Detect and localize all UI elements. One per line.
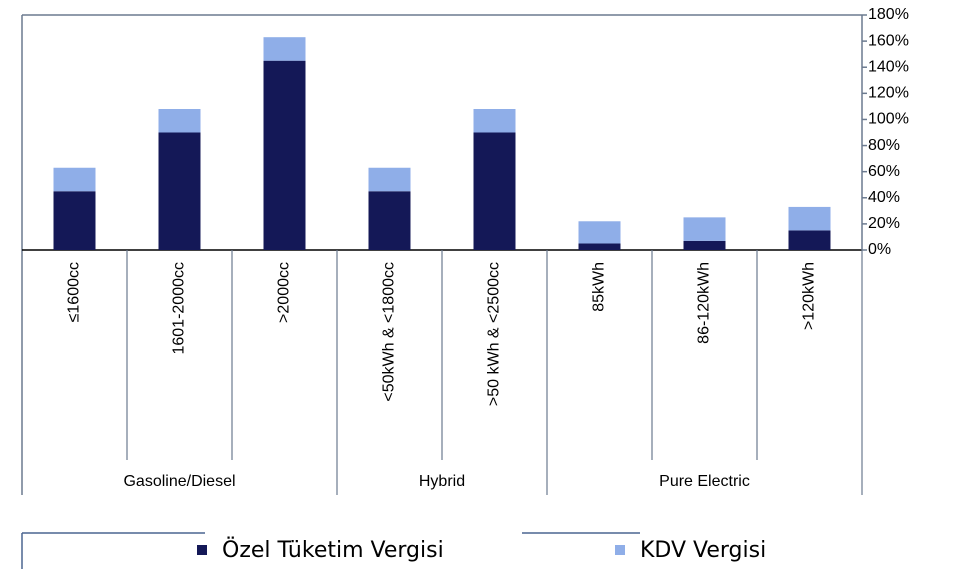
x-tick-label: ≤1600cc: [66, 262, 83, 322]
y-tick-label: 0%: [868, 241, 891, 258]
bar-segment: [683, 217, 726, 241]
legend-swatch: [197, 545, 207, 555]
y-tick-label: 160%: [868, 32, 909, 49]
x-tick-label: 1601-2000cc: [171, 262, 188, 355]
bar-segment: [578, 243, 621, 250]
x-tick-label: >2000cc: [276, 262, 293, 323]
bar-segment: [53, 167, 96, 192]
x-tick-label: 85kWh: [591, 262, 608, 312]
legend-label: KDV Vergisi: [640, 538, 766, 563]
x-tick-label: 86-120kWh: [696, 262, 713, 344]
x-tick-label: <50kWh & <1800cc: [381, 262, 398, 402]
bar-segment: [158, 132, 201, 250]
legend-frame: [21, 532, 640, 569]
group-label: Hybrid: [419, 473, 465, 490]
bar-segment: [473, 109, 516, 133]
bar-segment: [473, 132, 516, 250]
x-tick-label: >50 kWh & <2500cc: [486, 262, 503, 406]
bar-segment: [263, 60, 306, 250]
x-tick-label: >120kWh: [801, 262, 818, 330]
bar-segment: [53, 191, 96, 250]
bar-segment: [788, 206, 831, 231]
bar-segment: [578, 221, 621, 244]
legend-swatch: [615, 545, 625, 555]
group-label: Gasoline/Diesel: [123, 473, 235, 490]
bar-segment: [788, 230, 831, 250]
bar-segment: [368, 191, 411, 250]
y-tick-label: 80%: [868, 137, 900, 154]
legend-label: Özel Tüketim Vergisi: [222, 537, 444, 563]
bar-segment: [368, 167, 411, 192]
y-tick-label: 140%: [868, 58, 909, 75]
bar-segment: [158, 109, 201, 133]
y-tick-label: 40%: [868, 189, 900, 206]
y-tick-label: 100%: [868, 111, 909, 128]
y-tick-label: 120%: [868, 85, 909, 102]
bar-segment: [263, 37, 306, 61]
y-tick-label: 60%: [868, 163, 900, 180]
bar-segment: [683, 240, 726, 250]
group-label: Pure Electric: [659, 473, 750, 490]
y-tick-label: 20%: [868, 215, 900, 232]
y-tick-label: 180%: [868, 6, 909, 23]
